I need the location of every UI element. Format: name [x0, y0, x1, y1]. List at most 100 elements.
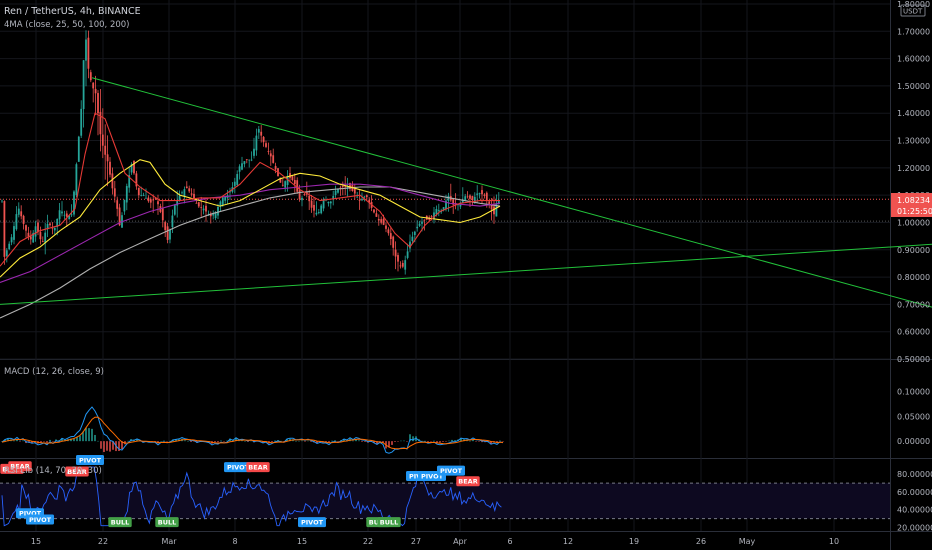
candle-body	[34, 226, 37, 237]
pivot-signal-tag[interactable]	[224, 462, 252, 473]
candle-body	[260, 131, 263, 136]
candle-body	[245, 159, 248, 161]
ma200-line[interactable]	[0, 186, 501, 319]
pivot-signal-tag[interactable]	[437, 465, 465, 476]
candle-body	[399, 265, 402, 267]
rsi-tick-label: 40.00000	[897, 506, 932, 515]
candle-body	[361, 198, 363, 201]
candle-body	[193, 193, 195, 199]
candle-body	[416, 226, 419, 229]
currency-box[interactable]	[900, 4, 926, 17]
macd-histogram-bar	[184, 440, 186, 442]
candle-body	[13, 226, 15, 240]
candle-body	[313, 204, 315, 211]
signal-line[interactable]	[1, 416, 504, 450]
candle-body	[8, 243, 11, 250]
macd-histogram-bar	[436, 441, 438, 443]
symbol-title[interactable]: Ren / TetherUS, 4h, BINANCE	[4, 6, 141, 17]
macd-histogram-bar	[136, 438, 138, 442]
candle-body	[133, 160, 135, 174]
candle-body	[73, 191, 75, 215]
candle-body	[173, 204, 176, 215]
ma25-line[interactable]	[0, 112, 500, 267]
signal-tag-label: PIVOT	[19, 510, 42, 518]
macd-histogram-bar	[193, 441, 195, 442]
macd-histogram-bar	[286, 438, 288, 442]
candle-body	[58, 210, 61, 220]
descending-trendline[interactable]	[91, 77, 932, 308]
bear-signal-tag[interactable]	[456, 476, 480, 487]
candle-body	[137, 187, 140, 196]
macd-histogram-bar	[163, 440, 165, 442]
rsi-indicator-label[interactable]: RSI Lib (14, 70, 30, 30)	[4, 466, 102, 476]
bull-signal-tag[interactable]	[108, 517, 132, 528]
macd-histogram-bar	[46, 441, 48, 443]
candle-body	[63, 214, 66, 216]
bear-signal-tag[interactable]	[65, 466, 89, 477]
candle-body	[176, 200, 179, 206]
currency-label[interactable]: USDT	[903, 8, 923, 16]
candle-body	[363, 196, 366, 198]
ascending-trendline[interactable]	[0, 243, 932, 305]
candle-body	[310, 200, 313, 208]
candle-body	[135, 173, 138, 187]
macd-histogram-bar	[412, 436, 414, 442]
candle-body	[471, 196, 474, 201]
macd-indicator-label[interactable]: MACD (12, 26, close, 9)	[4, 367, 104, 377]
candle-body	[476, 193, 479, 195]
candle-body	[164, 222, 167, 231]
candle-body	[442, 207, 445, 211]
candle-body	[394, 249, 397, 257]
candle-body	[85, 39, 87, 61]
candle-body	[440, 211, 443, 213]
time-tick-label: 10	[829, 537, 839, 546]
candle-body	[339, 187, 342, 189]
candle-body	[317, 212, 320, 214]
candle-body	[289, 173, 291, 178]
macd-histogram-bar	[301, 440, 303, 442]
candle-body	[53, 227, 56, 231]
candle-body	[65, 213, 68, 217]
candle-body	[214, 211, 217, 219]
candle-body	[337, 188, 339, 193]
pivot-signal-tag[interactable]	[76, 455, 104, 465]
candle-body	[171, 215, 174, 228]
pivot-signal-tag[interactable]	[298, 517, 326, 528]
price-panel[interactable]	[0, 0, 932, 531]
candle-body	[322, 198, 325, 209]
macd-histogram-bar	[271, 441, 273, 442]
macd-histogram-bar	[118, 441, 120, 452]
macd-histogram-bar	[358, 440, 360, 442]
macd-histogram-bar	[406, 441, 408, 442]
candle-body	[145, 197, 147, 199]
candle-body	[353, 188, 356, 194]
macd-histogram-bar	[352, 440, 354, 442]
bear-signal-tag[interactable]	[246, 462, 270, 473]
candle-body	[116, 200, 119, 209]
macd-histogram-bar	[121, 441, 123, 450]
macd-histogram-bar	[160, 441, 162, 442]
price-tick-label: 0.90000	[897, 246, 930, 255]
rsi-tick-label: 60.00000	[897, 488, 932, 497]
price-tick-label: 0.50000	[897, 355, 930, 364]
rsi-tick-label: 20.00000	[897, 523, 932, 532]
bear-signal-tag[interactable]	[8, 461, 32, 472]
signal-tag-label: BULL	[158, 519, 177, 527]
candle-body	[341, 185, 344, 187]
bull-signal-tag[interactable]	[377, 517, 401, 528]
macd-tick-label: 0.05000	[897, 412, 930, 421]
candle-body	[202, 208, 205, 211]
ma-indicator-label[interactable]: 4MA (close, 25, 50, 100, 200)	[4, 20, 129, 30]
pivot-signal-tag[interactable]	[26, 514, 54, 525]
macd-panel[interactable]	[1, 406, 504, 454]
candle-body	[229, 191, 231, 193]
candle-body	[435, 208, 438, 215]
bull-signal-tag[interactable]	[155, 517, 179, 528]
price-tick-label: 0.80000	[897, 273, 930, 282]
price-tick-label: 1.60000	[897, 55, 930, 64]
signal-tag-label: BEAR	[10, 463, 29, 471]
ma50-line[interactable]	[0, 159, 501, 278]
rsi-panel[interactable]: BEARBEARBEARPIVOTPIVOTBEARBEARPIVOTPIVOT…	[0, 455, 890, 528]
candle-body	[197, 202, 200, 207]
